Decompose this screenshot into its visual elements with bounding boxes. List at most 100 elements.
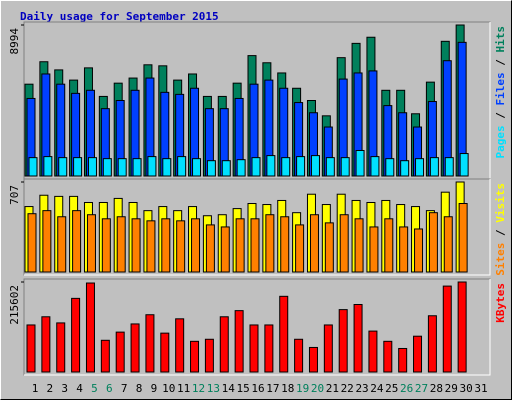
bar — [206, 160, 216, 177]
bar — [71, 297, 81, 373]
x-tick-label: 18 — [281, 382, 294, 395]
bar — [308, 346, 318, 373]
bar — [325, 157, 335, 177]
bar — [86, 214, 96, 273]
bar — [27, 213, 37, 273]
bar — [338, 309, 348, 373]
panel-edge — [24, 279, 491, 376]
bar — [368, 330, 378, 373]
x-tick-label: 9 — [151, 382, 158, 395]
y-tick-label: 707 — [8, 185, 21, 205]
bar — [340, 157, 350, 177]
x-tick-label: 11 — [177, 382, 190, 395]
bar — [116, 216, 126, 273]
legend: KBytes — [494, 283, 507, 323]
bar — [85, 282, 95, 373]
bar — [281, 157, 291, 177]
bar — [279, 295, 289, 373]
x-tick-label: 27 — [415, 382, 428, 395]
bar — [56, 322, 66, 373]
x-tick-label: 26 — [400, 382, 413, 395]
legend: Sites / Visits — [494, 183, 507, 276]
x-tick-label: 21 — [326, 382, 339, 395]
bar — [250, 218, 260, 273]
bar — [295, 224, 305, 273]
x-tick-label: 3 — [61, 382, 68, 395]
bar — [236, 159, 246, 177]
x-tick-label: 2 — [47, 382, 54, 395]
bar — [296, 156, 306, 177]
bar — [369, 226, 379, 273]
bar — [57, 216, 67, 273]
bar — [175, 318, 185, 373]
bar — [249, 324, 259, 373]
x-tick-label: 14 — [222, 382, 236, 395]
bar — [310, 155, 320, 177]
bar — [102, 158, 112, 177]
bar — [385, 158, 395, 177]
legend-entry: Hits — [494, 26, 507, 53]
bar — [234, 310, 244, 373]
x-tick-label: 23 — [355, 382, 368, 395]
x-tick-label: 28 — [430, 382, 443, 395]
x-tick-label: 5 — [91, 382, 98, 395]
legend-entry: Visits — [494, 183, 507, 223]
x-tick-label: 6 — [106, 382, 113, 395]
bar — [265, 214, 275, 273]
bar — [398, 347, 408, 373]
bar — [324, 222, 334, 273]
x-tick-label: 1 — [32, 382, 39, 395]
bar — [100, 339, 110, 373]
bar — [190, 340, 200, 373]
bar — [131, 218, 141, 273]
x-tick-label: 25 — [385, 382, 398, 395]
bar — [115, 331, 125, 373]
bar — [132, 158, 142, 177]
bar — [162, 158, 172, 177]
x-tick-label: 8 — [136, 382, 143, 395]
chart-title: Daily usage for September 2015 — [20, 10, 219, 23]
bar — [117, 158, 127, 177]
bar — [443, 216, 453, 273]
x-tick-label: 31 — [474, 382, 487, 395]
x-tick-label: 19 — [296, 382, 309, 395]
x-tick-label: 10 — [162, 382, 175, 395]
bar — [87, 157, 97, 177]
legend-entry: KBytes — [494, 283, 507, 323]
bar — [309, 214, 319, 273]
bar — [459, 153, 469, 177]
bar — [251, 157, 261, 177]
bar — [353, 304, 363, 373]
bar — [41, 316, 51, 373]
legend: Pages / Files / Hits — [494, 26, 507, 159]
legend-entry: Sites — [494, 243, 507, 276]
bar — [323, 324, 333, 373]
bar — [427, 315, 437, 373]
bar — [176, 220, 186, 273]
bar — [442, 285, 452, 373]
x-tick-label: 22 — [341, 382, 354, 395]
bar — [413, 335, 423, 373]
bar — [73, 157, 83, 177]
bar — [145, 314, 155, 373]
bar — [294, 338, 304, 373]
bar — [177, 156, 187, 177]
bar — [147, 156, 157, 177]
bar — [355, 149, 365, 177]
bar — [191, 218, 201, 273]
bar — [192, 158, 202, 177]
x-tick-label: 16 — [251, 382, 264, 395]
bar — [101, 218, 111, 273]
legend-separator: / — [494, 106, 507, 126]
bar — [130, 323, 140, 373]
bar — [457, 281, 467, 373]
x-tick-label: 20 — [311, 382, 324, 395]
bar — [339, 214, 349, 273]
bar — [26, 324, 36, 373]
x-tick-label: 24 — [370, 382, 384, 395]
bar — [414, 228, 424, 273]
bar — [428, 212, 438, 273]
bar — [280, 216, 290, 273]
